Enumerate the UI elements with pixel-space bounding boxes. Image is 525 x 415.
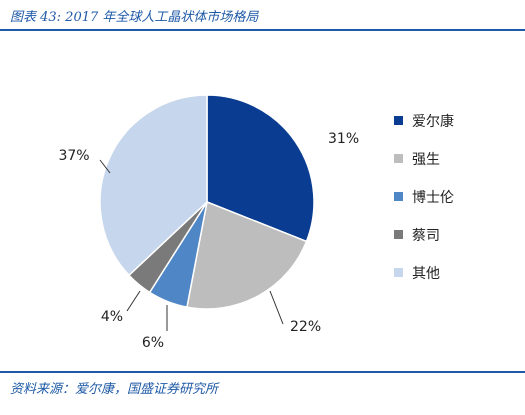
- legend-label-5: 其他: [412, 266, 440, 282]
- legend-swatch-4: [394, 230, 403, 239]
- leader-line-5: [99, 159, 111, 174]
- legend-label-1: 爱尔康: [412, 113, 454, 130]
- pie-slice-1: [206, 94, 315, 243]
- chart-title: 图表 43: 2017 年全球人工晶状体市场格局: [10, 10, 259, 25]
- leader-line-4: [126, 290, 141, 312]
- data-label-5: 37%: [58, 148, 89, 164]
- pie-slice-5: [99, 94, 208, 277]
- legend-swatch-2: [394, 154, 403, 163]
- data-label-1: 31%: [328, 131, 359, 147]
- top-divider: [0, 29, 525, 31]
- legend-label-4: 蔡司: [412, 228, 440, 244]
- legend-swatch-3: [394, 192, 403, 201]
- leader-line-2: [269, 290, 284, 325]
- bottom-divider: [0, 371, 525, 373]
- legend-swatch-1: [394, 116, 403, 125]
- source-note: 资料来源：爱尔康，国盛证券研究所: [10, 382, 219, 397]
- legend-label-2: 强生: [412, 152, 440, 168]
- data-label-2: 22%: [290, 319, 321, 335]
- legend-label-3: 博士伦: [412, 189, 454, 206]
- pie-slice-2: [186, 200, 308, 310]
- legend-swatch-5: [394, 268, 403, 277]
- data-label-3: 6%: [142, 335, 164, 351]
- data-label-4: 4%: [101, 309, 123, 325]
